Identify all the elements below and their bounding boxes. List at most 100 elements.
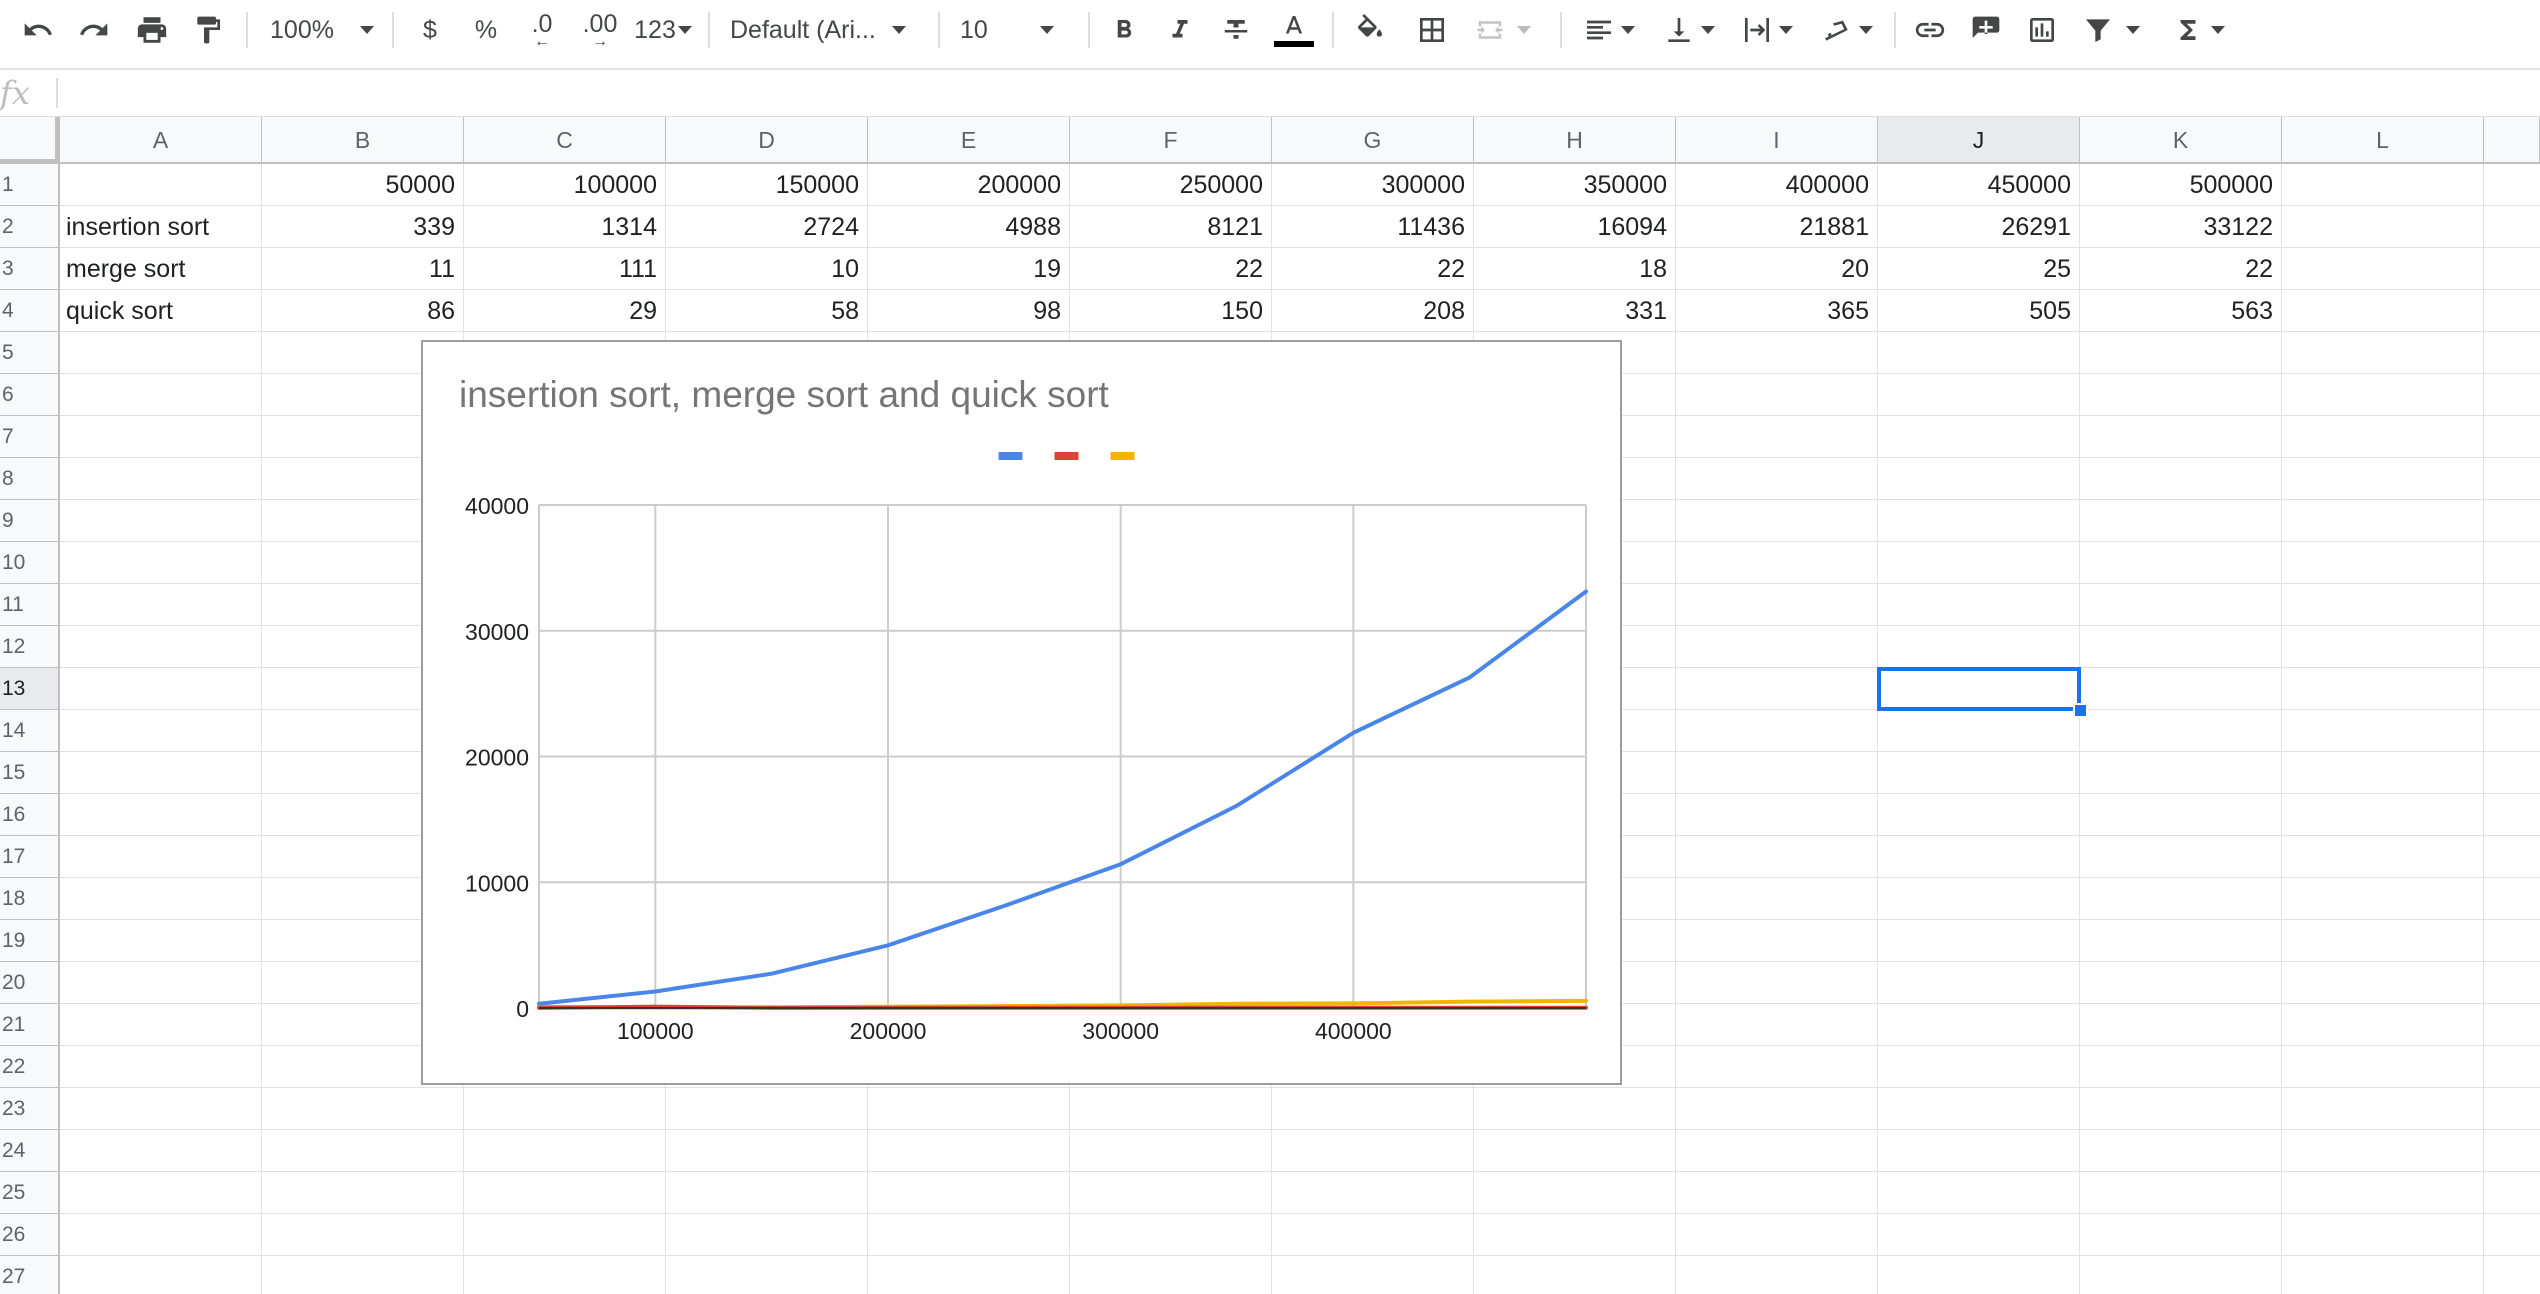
row-header-9[interactable]: 9 — [0, 500, 60, 542]
column-header-k[interactable]: K — [2080, 117, 2282, 164]
cell-i21[interactable] — [1676, 1004, 1878, 1046]
column-header-c[interactable]: C — [464, 117, 666, 164]
cell-c1[interactable]: 100000 — [464, 164, 666, 206]
cell-f25[interactable] — [1070, 1172, 1272, 1214]
cell-l14[interactable] — [2282, 710, 2484, 752]
insert-chart-icon[interactable] — [2018, 6, 2066, 54]
cell-h2[interactable]: 16094 — [1474, 206, 1676, 248]
cell-d26[interactable] — [666, 1214, 868, 1256]
cell-d23[interactable] — [666, 1088, 868, 1130]
cell-i6[interactable] — [1676, 374, 1878, 416]
cell-l4[interactable] — [2282, 290, 2484, 332]
cell-i15[interactable] — [1676, 752, 1878, 794]
cell-b24[interactable] — [262, 1130, 464, 1172]
cell-j9[interactable] — [1878, 500, 2080, 542]
cell-a11[interactable] — [60, 584, 262, 626]
row-header-22[interactable]: 22 — [0, 1046, 60, 1088]
cell-l10[interactable] — [2282, 542, 2484, 584]
cell-g24[interactable] — [1272, 1130, 1474, 1172]
cell-j18[interactable] — [1878, 878, 2080, 920]
cell-k15[interactable] — [2080, 752, 2282, 794]
cell-i7[interactable] — [1676, 416, 1878, 458]
cell-k27[interactable] — [2080, 1256, 2282, 1294]
cell-j12[interactable] — [1878, 626, 2080, 668]
row-header-11[interactable]: 11 — [0, 584, 60, 626]
cell-k13[interactable] — [2080, 668, 2282, 710]
cell-l11[interactable] — [2282, 584, 2484, 626]
row-header-12[interactable]: 12 — [0, 626, 60, 668]
cell-j1[interactable]: 450000 — [1878, 164, 2080, 206]
cell-c2[interactable]: 1314 — [464, 206, 666, 248]
select-all-corner[interactable] — [0, 117, 60, 164]
cell-f24[interactable] — [1070, 1130, 1272, 1172]
cell-c3[interactable]: 111 — [464, 248, 666, 290]
cell-i14[interactable] — [1676, 710, 1878, 752]
font-family-select[interactable]: Default (Ari... — [730, 6, 926, 54]
percent-format-button[interactable]: % — [464, 6, 508, 54]
chart[interactable]: insertion sort, merge sort and quick sor… — [421, 340, 1622, 1085]
font-size-select[interactable]: 10 — [960, 6, 1076, 54]
cell-j14[interactable] — [1878, 710, 2080, 752]
cell-d27[interactable] — [666, 1256, 868, 1294]
row-header-5[interactable]: 5 — [0, 332, 60, 374]
cell-i4[interactable]: 365 — [1676, 290, 1878, 332]
cell-l21[interactable] — [2282, 1004, 2484, 1046]
cell-a19[interactable] — [60, 920, 262, 962]
cell-i10[interactable] — [1676, 542, 1878, 584]
cell-a4[interactable]: quick sort — [60, 290, 262, 332]
paint-format-icon[interactable] — [184, 6, 232, 54]
cell-j10[interactable] — [1878, 542, 2080, 584]
row-header-27[interactable]: 27 — [0, 1256, 60, 1294]
cell-k25[interactable] — [2080, 1172, 2282, 1214]
row-header-7[interactable]: 7 — [0, 416, 60, 458]
cell-l23[interactable] — [2282, 1088, 2484, 1130]
cell-j7[interactable] — [1878, 416, 2080, 458]
cell-l24[interactable] — [2282, 1130, 2484, 1172]
row-header-10[interactable]: 10 — [0, 542, 60, 584]
cell-f4[interactable]: 150 — [1070, 290, 1272, 332]
row-header-19[interactable]: 19 — [0, 920, 60, 962]
cell-g27[interactable] — [1272, 1256, 1474, 1294]
cell-j15[interactable] — [1878, 752, 2080, 794]
cell-l1[interactable] — [2282, 164, 2484, 206]
cell-b3[interactable]: 11 — [262, 248, 464, 290]
cell-a3[interactable]: merge sort — [60, 248, 262, 290]
cell-e1[interactable]: 200000 — [868, 164, 1070, 206]
cell-b2[interactable]: 339 — [262, 206, 464, 248]
cell-i18[interactable] — [1676, 878, 1878, 920]
cell-f3[interactable]: 22 — [1070, 248, 1272, 290]
cell-l13[interactable] — [2282, 668, 2484, 710]
cell-k12[interactable] — [2080, 626, 2282, 668]
cell-k10[interactable] — [2080, 542, 2282, 584]
cell-b4[interactable]: 86 — [262, 290, 464, 332]
cell-k9[interactable] — [2080, 500, 2282, 542]
functions-icon[interactable] — [2164, 6, 2234, 54]
cell-l9[interactable] — [2282, 500, 2484, 542]
strikethrough-icon[interactable] — [1212, 6, 1260, 54]
decrease-decimal-button[interactable]: .0 ← — [518, 6, 566, 54]
cell-j4[interactable]: 505 — [1878, 290, 2080, 332]
cell-c23[interactable] — [464, 1088, 666, 1130]
cell-k5[interactable] — [2080, 332, 2282, 374]
cell-l20[interactable] — [2282, 962, 2484, 1004]
cell-j22[interactable] — [1878, 1046, 2080, 1088]
cell-i26[interactable] — [1676, 1214, 1878, 1256]
cell-g1[interactable]: 300000 — [1272, 164, 1474, 206]
cell-j20[interactable] — [1878, 962, 2080, 1004]
cell-j19[interactable] — [1878, 920, 2080, 962]
cell-g3[interactable]: 22 — [1272, 248, 1474, 290]
cell-a27[interactable] — [60, 1256, 262, 1294]
cell-j27[interactable] — [1878, 1256, 2080, 1294]
cell-l8[interactable] — [2282, 458, 2484, 500]
cell-l5[interactable] — [2282, 332, 2484, 374]
cell-j11[interactable] — [1878, 584, 2080, 626]
cell-i19[interactable] — [1676, 920, 1878, 962]
cell-l22[interactable] — [2282, 1046, 2484, 1088]
column-header-a[interactable]: A — [60, 117, 262, 164]
redo-icon[interactable] — [70, 6, 118, 54]
cell-a13[interactable] — [60, 668, 262, 710]
cell-c26[interactable] — [464, 1214, 666, 1256]
cell-k6[interactable] — [2080, 374, 2282, 416]
insert-comment-icon[interactable] — [1962, 6, 2010, 54]
cell-e25[interactable] — [868, 1172, 1070, 1214]
